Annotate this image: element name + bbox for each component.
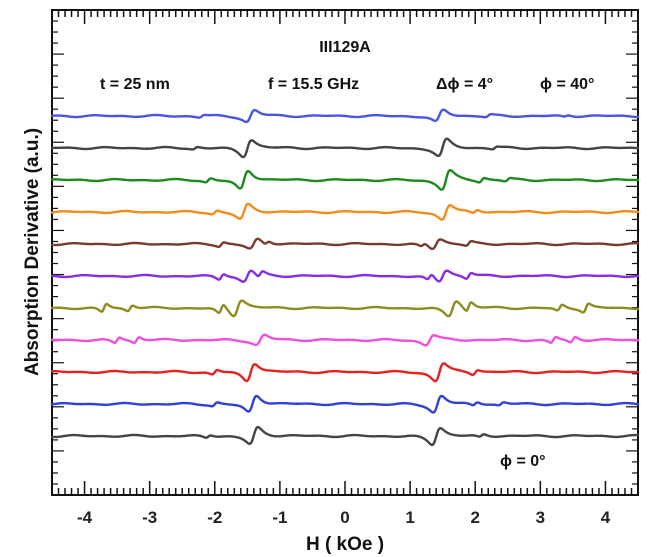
trace-phi-4 [50, 394, 640, 414]
x-tick-label: 4 [601, 508, 611, 527]
x-tick-label: 2 [470, 508, 479, 527]
x-tick-label: 3 [536, 508, 545, 527]
dphi-annotation: Δϕ = 4° [436, 76, 493, 93]
trace-phi-28 [50, 202, 640, 221]
trace-phi-16 [50, 299, 640, 318]
x-tick-label: -1 [272, 508, 287, 527]
x-tick-label: -3 [142, 508, 157, 527]
x-tick-label: -4 [77, 508, 93, 527]
trace-phi-8 [50, 362, 640, 383]
sample-annotation: III129A [319, 39, 371, 56]
phi-bottom-annotation: ϕ = 0° [500, 453, 546, 470]
trace-phi-20 [50, 269, 640, 283]
trace-phi-36 [50, 137, 640, 159]
thickness-annotation: t = 25 nm [100, 76, 170, 93]
trace-phi-24 [50, 237, 640, 251]
x-tick-label: 1 [405, 508, 414, 527]
axis-ticks [51, 10, 639, 495]
x-tick-label: 0 [340, 508, 349, 527]
x-tick-label: -2 [207, 508, 222, 527]
y-axis-title: Absorption Derivative (a.u.) [22, 128, 43, 376]
phi-top-annotation: ϕ = 40° [540, 76, 594, 93]
x-axis-title: H ( kOe ) [306, 534, 384, 555]
trace-phi-0 [50, 425, 640, 447]
frequency-annotation: f = 15.5 GHz [268, 76, 359, 93]
traces-group [50, 108, 640, 447]
x-tick-labels: -4 -3 -2 -1 0 1 2 3 4 [77, 508, 611, 527]
trace-phi-40 [50, 108, 640, 124]
trace-phi-12 [50, 333, 640, 347]
trace-phi-32 [50, 168, 640, 191]
